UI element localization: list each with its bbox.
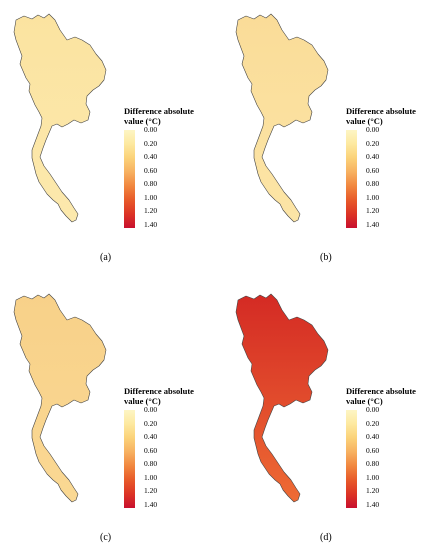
legend-tick: 1.20: [144, 486, 158, 495]
legend-tick: 1.00: [144, 192, 158, 202]
legend-title-line1: Difference absolute: [124, 386, 194, 396]
legend-tick: 0.80: [366, 179, 380, 188]
land-region-c: [13, 293, 107, 503]
legend-title: Difference absolute value (°C): [124, 386, 214, 406]
legend-tick: 1.40: [366, 219, 380, 229]
map-panel-c: Difference absolute value (°C) 0.00 0.20…: [2, 280, 217, 550]
legend-title-line1: Difference absolute: [346, 386, 416, 396]
legend-tick: 0.40: [144, 152, 158, 161]
color-scale-bar: [124, 130, 135, 228]
panel-label-d: (d): [320, 532, 332, 543]
legend-title-line1: Difference absolute: [346, 106, 416, 116]
legend-ticks: 0.00 0.20 0.40 0.60 0.80 1.00 1.20 1.40: [144, 126, 157, 234]
thailand-map-c: [13, 293, 107, 503]
legend-tick: 0.00: [366, 125, 380, 134]
thailand-map-d: [235, 293, 329, 503]
legend-tick: 0.00: [366, 405, 380, 414]
map-panel-d: Difference absolute value (°C) 0.00 0.20…: [224, 280, 439, 550]
color-scale-bar: [346, 130, 357, 228]
legend-title-line1: Difference absolute: [124, 106, 194, 116]
legend-title-line2: value (°C): [124, 116, 161, 126]
legend-ticks: 0.00 0.20 0.40 0.60 0.80 1.00 1.20 1.40: [366, 406, 379, 514]
legend-tick: 1.20: [366, 486, 380, 495]
legend-tick: 1.40: [144, 219, 158, 229]
map-panel-a: Difference absolute value (°C) 0.00 0.20…: [2, 0, 217, 270]
legend-tick: 1.40: [366, 499, 380, 509]
color-scale-bar: [346, 410, 357, 508]
legend-tick: 1.00: [366, 192, 380, 202]
land-region-b: [235, 13, 329, 223]
legend-tick: 1.00: [144, 472, 158, 482]
legend-tick: 0.40: [144, 432, 158, 441]
legend-tick: 0.80: [366, 459, 380, 468]
map-panel-b: Difference absolute value (°C) 0.00 0.20…: [224, 0, 439, 270]
legend-title-line2: value (°C): [346, 116, 383, 126]
legend-title-line2: value (°C): [346, 396, 383, 406]
legend-a: Difference absolute value (°C) 0.00 0.20…: [124, 106, 214, 230]
legend-tick: 0.60: [366, 445, 380, 455]
legend-tick: 0.60: [144, 165, 158, 175]
legend-tick: 1.20: [144, 206, 158, 215]
legend-tick: 0.60: [366, 165, 380, 175]
legend-tick: 0.20: [366, 138, 380, 148]
legend-tick: 0.80: [144, 459, 158, 468]
legend-tick: 0.60: [144, 445, 158, 455]
legend-ticks: 0.00 0.20 0.40 0.60 0.80 1.00 1.20 1.40: [144, 406, 157, 514]
legend-tick: 0.00: [144, 125, 158, 134]
legend-tick: 0.40: [366, 432, 380, 441]
color-scale-bar: [124, 410, 135, 508]
legend-tick: 0.80: [144, 179, 158, 188]
land-region-d: [235, 293, 329, 503]
legend-tick: 1.00: [366, 472, 380, 482]
panel-label-a: (a): [100, 252, 112, 263]
legend-tick: 0.20: [144, 418, 158, 428]
legend-d: Difference absolute value (°C) 0.00 0.20…: [346, 386, 436, 510]
legend-title: Difference absolute value (°C): [124, 106, 214, 126]
legend-c: Difference absolute value (°C) 0.00 0.20…: [124, 386, 214, 510]
legend-title-line2: value (°C): [124, 396, 161, 406]
legend-tick: 0.20: [144, 138, 158, 148]
legend-ticks: 0.00 0.20 0.40 0.60 0.80 1.00 1.20 1.40: [366, 126, 379, 234]
legend-title: Difference absolute value (°C): [346, 106, 436, 126]
legend-tick: 1.20: [366, 206, 380, 215]
thailand-map-b: [235, 13, 329, 223]
legend-tick: 0.40: [366, 152, 380, 161]
panel-label-b: (b): [320, 252, 332, 263]
legend-tick: 0.00: [144, 405, 158, 414]
thailand-map-a: [13, 13, 107, 223]
legend-b: Difference absolute value (°C) 0.00 0.20…: [346, 106, 436, 230]
panel-label-c: (c): [100, 532, 112, 543]
legend-tick: 0.20: [366, 418, 380, 428]
land-region-a: [13, 13, 107, 223]
legend-title: Difference absolute value (°C): [346, 386, 436, 406]
legend-tick: 1.40: [144, 499, 158, 509]
